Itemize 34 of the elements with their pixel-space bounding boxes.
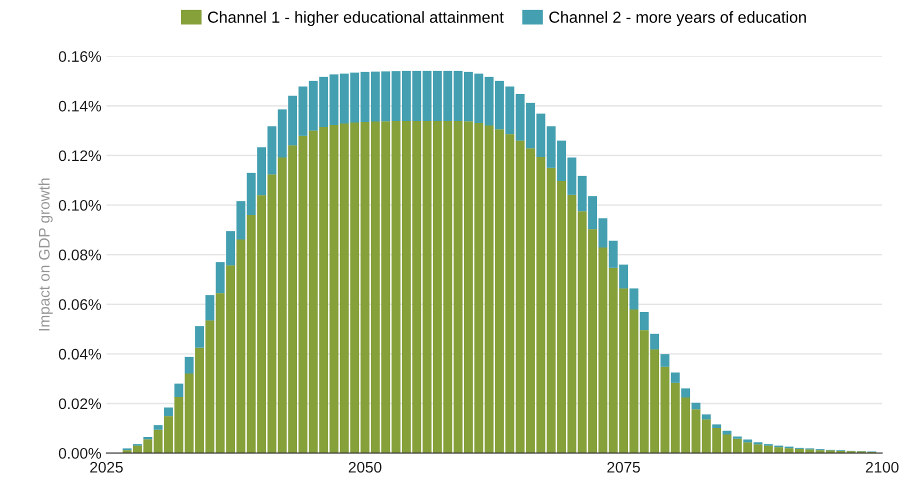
- y-tick-label: 0.10%: [58, 200, 102, 211]
- bar: [154, 425, 163, 430]
- y-tick-label: 0.02%: [58, 398, 102, 410]
- x-tick-label: 2075: [607, 462, 640, 473]
- bar: [670, 372, 680, 383]
- y-tick-label: 0.06%: [58, 299, 102, 310]
- x-tick-label: 2025: [90, 462, 123, 473]
- bar: [205, 295, 214, 320]
- bar: [712, 424, 722, 428]
- legend-label: Channel 1 - higher educational attainment: [208, 11, 504, 26]
- y-tick-label: 0.16%: [58, 51, 102, 62]
- bar: [650, 334, 660, 350]
- y-tick-label: 0.08%: [58, 250, 102, 260]
- bar: [195, 326, 204, 348]
- bar: [164, 407, 173, 416]
- bar: [732, 436, 742, 439]
- bar: [640, 312, 649, 330]
- bar: [184, 356, 194, 374]
- y-tick-label: 0.04%: [58, 348, 102, 360]
- bar: [692, 402, 700, 410]
- legend-label: Channel 2 - more years of education: [549, 11, 806, 26]
- x-tick-label: 2050: [348, 462, 382, 473]
- bar: [702, 414, 711, 420]
- bar: [681, 388, 690, 398]
- x-tick-label: 2100: [866, 462, 899, 473]
- bar: [722, 430, 732, 434]
- bar: [629, 288, 638, 310]
- bar: [143, 436, 152, 440]
- bar: [174, 384, 184, 398]
- y-axis-title: Impact on GDP growth: [38, 178, 53, 330]
- bar: [660, 354, 670, 367]
- y-tick-label: 0.00%: [58, 448, 102, 459]
- y-tick-label: 0.14%: [58, 100, 102, 112]
- y-tick-label: 0.12%: [58, 150, 102, 162]
